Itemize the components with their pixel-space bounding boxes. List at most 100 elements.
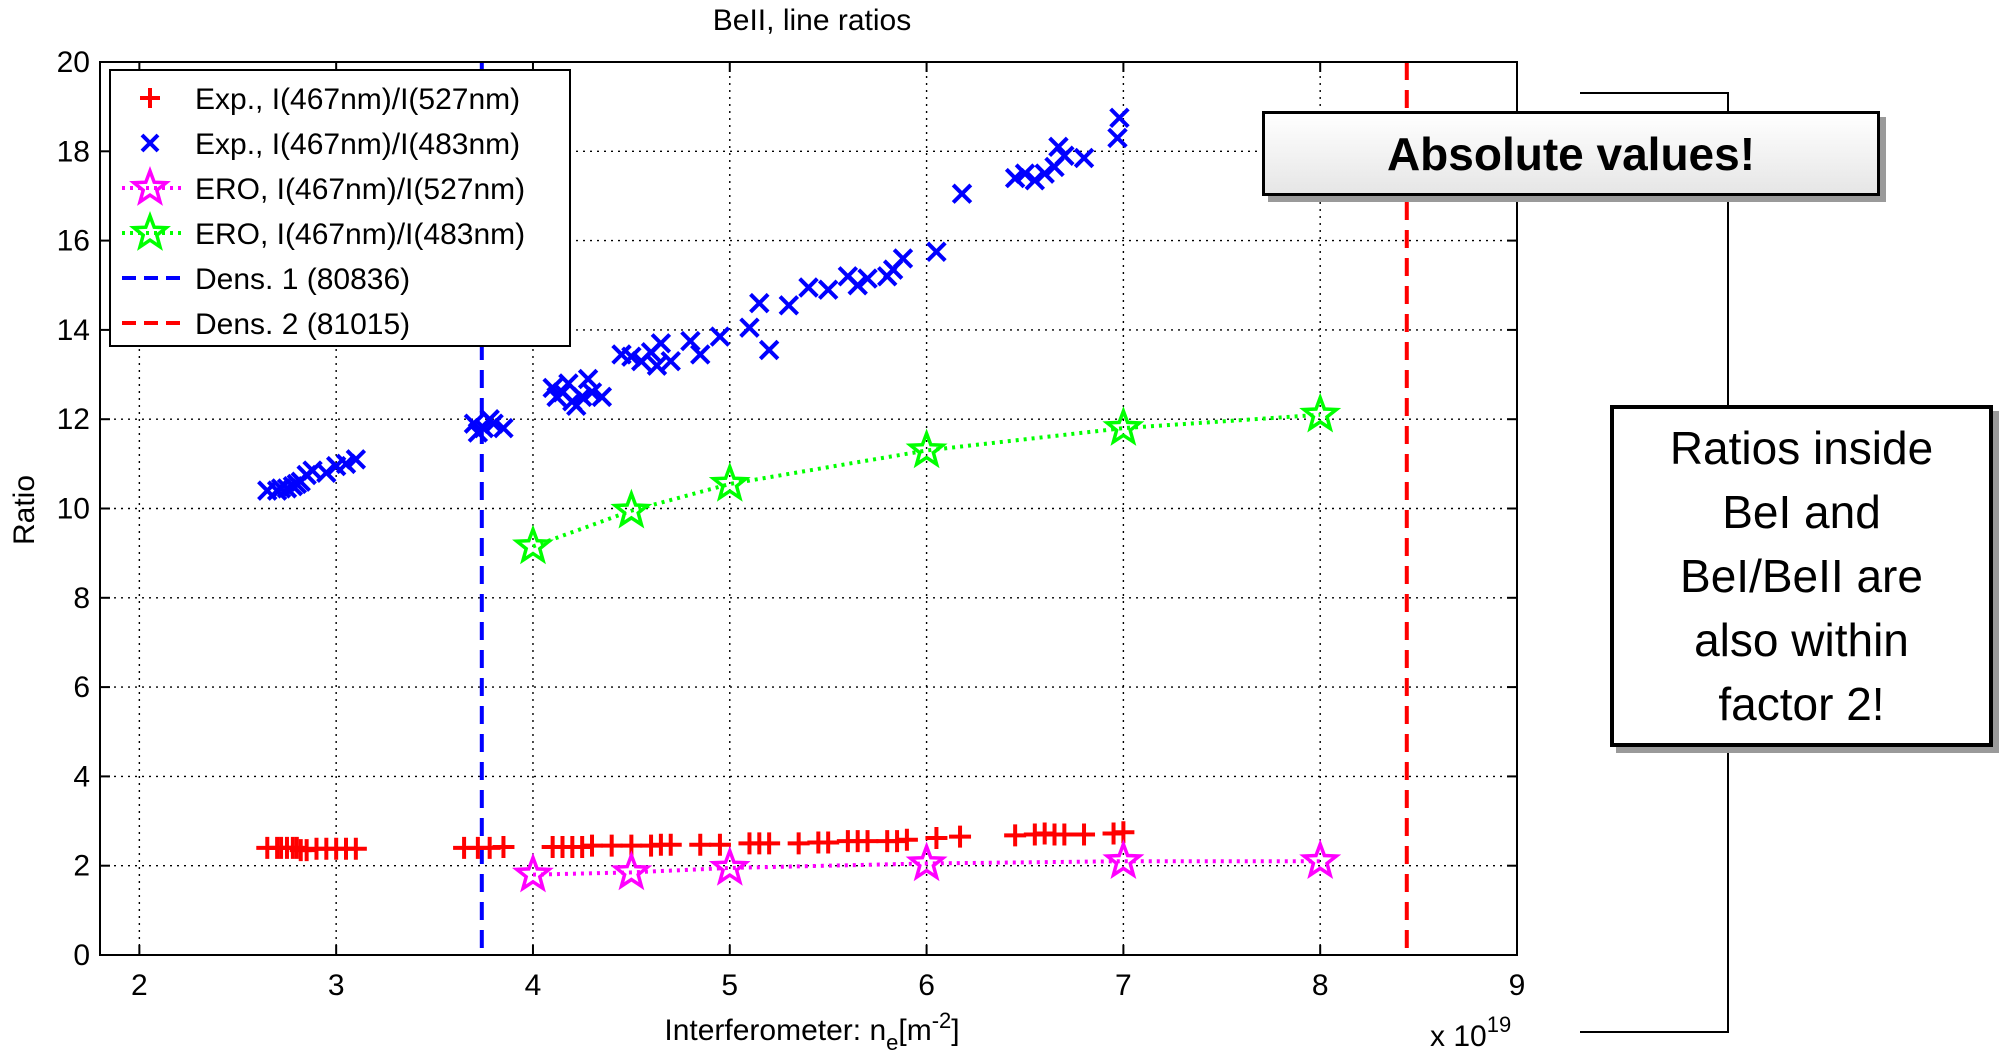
axis-ticks: 2 3 4 5 6 7 8 9 0 2 4 6 8 10 12 14 16 18 20 [57,46,1526,1002]
legend-label: Dens. 1 (80836) [195,263,410,296]
y-tick-label: 8 [73,582,90,615]
data-point [1299,392,1342,433]
legend: Exp., I(467nm)/I(527nm) Exp., I(467nm)/I(… [109,69,571,347]
data-point [847,275,868,296]
x-axis-label: Interferometer: ne[m-2] [664,1008,959,1054]
data-point [492,835,515,858]
data-point [905,428,948,469]
data-point [709,326,731,347]
series-2 [257,107,1130,501]
y-tick-label: 4 [73,760,90,793]
data-point [140,133,160,153]
ratios-note-line: factor 2! [1718,678,1885,730]
series-4 [512,392,1342,565]
data-point [1053,823,1076,846]
data-point [708,833,731,856]
data-point [1024,170,1046,191]
data-point [905,841,948,882]
data-point [856,830,879,853]
x-axis-label-sub: e [886,1030,898,1054]
y-tick-label: 14 [57,314,90,347]
y-tick-label: 12 [57,403,90,436]
data-point [646,355,668,376]
data-point [1014,163,1036,184]
x-tick-label: 2 [131,969,148,1002]
y-tick-label: 16 [57,225,90,258]
x-exponent-base: x 10 [1430,1020,1487,1053]
data-point [689,833,712,856]
y-tick-label: 0 [73,939,90,972]
x-tick-label: 6 [918,969,935,1002]
data-point [345,449,367,470]
data-point [895,828,918,851]
data-point [659,833,682,856]
data-point [1102,839,1145,880]
y-tick-label: 6 [73,671,90,704]
data-point [758,832,781,855]
ratios-note-line: also within [1694,614,1909,666]
data-point [610,850,653,891]
data-point [857,268,878,289]
ratios-note-line: BeI/BeII are [1680,550,1923,602]
data-point [610,488,653,529]
x-axis-label-unit-open: [m [898,1014,931,1047]
data-point [129,166,171,206]
data-point [817,831,840,854]
x-tick-label: 9 [1509,969,1526,1002]
y-tick-label: 18 [57,135,90,168]
data-point [787,832,810,855]
data-point [949,825,972,848]
data-point [316,462,337,483]
data-point [708,461,751,502]
x-axis-label-unit-sup: -2 [932,1008,952,1033]
x-tick-label: 5 [721,969,738,1002]
data-point [1073,823,1096,846]
ratios-note-callout: Ratios inside BeI and BeI/BeII are also … [1610,405,1993,747]
absolute-values-callout: Absolute values! [1262,111,1880,196]
data-point [708,845,751,886]
data-point [511,852,554,893]
data-point [1004,824,1027,847]
data-point [892,248,914,269]
data-point [1054,145,1075,166]
data-point [778,295,800,316]
data-point [140,88,160,108]
legend-label: Exp., I(467nm)/I(483nm) [195,128,520,161]
data-point [680,330,701,352]
data-point [1109,107,1130,129]
legend-label: Dens. 2 (81015) [195,308,410,341]
data-point [1034,163,1055,184]
series-layer [256,107,1342,893]
x-tick-label: 7 [1115,969,1132,1002]
data-point [1107,127,1128,149]
data-point [1299,839,1342,880]
data-point [749,292,770,314]
x-exponent-power: 19 [1487,1012,1511,1037]
ratios-note-line: BeI and [1722,486,1881,538]
data-point [951,183,973,204]
data-point [660,350,681,372]
data-point [600,834,623,857]
legend-label: ERO, I(467nm)/I(527nm) [195,173,525,206]
x-axis-label-main: Interferometer: n [664,1014,886,1047]
data-point [817,279,839,300]
x-exponent-label: x 1019 [1430,1012,1511,1053]
data-point [1102,406,1145,446]
legend-label: ERO, I(467nm)/I(483nm) [195,218,525,251]
data-point [1048,136,1069,158]
data-point [758,339,780,361]
data-point [739,317,760,338]
absolute-values-text: Absolute values! [1386,127,1756,180]
legend-label: Exp., I(467nm)/I(527nm) [195,83,520,116]
x-axis-label-unit-close: ] [951,1014,959,1047]
data-point [577,368,599,390]
data-point [285,836,308,859]
series-1 [256,821,1135,862]
data-point [129,211,171,251]
data-point [344,837,367,860]
x-tick-label: 4 [525,969,542,1002]
y-tick-label: 20 [57,46,90,79]
y-tick-label: 2 [73,850,90,883]
series-line [532,412,1321,549]
